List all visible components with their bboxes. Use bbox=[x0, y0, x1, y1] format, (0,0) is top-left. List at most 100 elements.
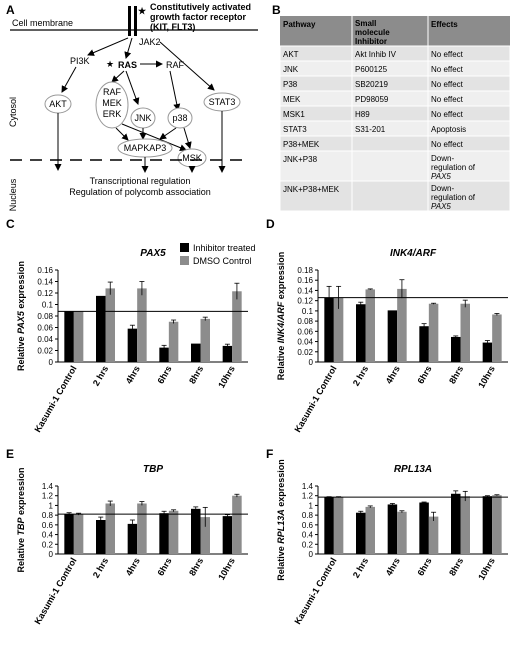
bar-dmso bbox=[73, 311, 84, 362]
legend: Inhibitor treated DMSO Control bbox=[180, 243, 256, 266]
p38-label: p38 bbox=[172, 113, 187, 123]
table-cell-inhibitor: Akt Inhib IV bbox=[355, 50, 397, 59]
bar-dmso bbox=[105, 288, 115, 362]
bar-dmso bbox=[200, 517, 210, 554]
y-tick-label: 0.16 bbox=[37, 266, 53, 275]
bar-inhibitor bbox=[387, 504, 398, 554]
x-tick-label: 2 hrs bbox=[351, 556, 370, 580]
y-tick-label: 0.1 bbox=[42, 301, 54, 310]
x-tick-label: 10hrs bbox=[476, 556, 497, 582]
table-cell-pathway: MEK bbox=[283, 95, 301, 104]
y-axis-label-part: TBP bbox=[16, 517, 26, 536]
bar-dmso bbox=[137, 503, 147, 554]
x-tick-label: 2 hrs bbox=[91, 364, 110, 388]
bar-dmso bbox=[333, 497, 344, 554]
table-cell-effects: No effect bbox=[431, 140, 464, 149]
raf-label: RAF bbox=[103, 87, 122, 97]
table-row: STAT3 S31-201 Apoptosis bbox=[279, 120, 511, 137]
bar-inhibitor bbox=[482, 496, 493, 554]
table-cell-inhibitor: PD98059 bbox=[355, 95, 389, 104]
bar-inhibitor bbox=[64, 311, 74, 362]
bar-inhibitor bbox=[191, 508, 201, 554]
arrow-raf-p38 bbox=[169, 70, 181, 111]
legend-swatch-dmso bbox=[180, 256, 189, 265]
y-tick-label: 0.06 bbox=[297, 327, 313, 336]
raf-mek-erk-node bbox=[95, 81, 129, 129]
y-tick-label: 0.8 bbox=[42, 511, 54, 520]
x-tick-label: 6hrs bbox=[415, 364, 433, 385]
table-cell-effects: No effect bbox=[431, 95, 464, 104]
arrow-receptor-pi3k bbox=[87, 37, 129, 56]
bar-dmso bbox=[232, 291, 242, 362]
y-axis-label-part: Relative bbox=[276, 343, 286, 380]
x-tick-label: 6hrs bbox=[155, 556, 173, 577]
x-tick-label: Kasumi-1 Control bbox=[32, 364, 78, 434]
stat3-label: STAT3 bbox=[209, 97, 236, 107]
msk-label: MSK bbox=[182, 153, 202, 163]
bar-dmso bbox=[232, 495, 242, 554]
x-tick-label: 6hrs bbox=[415, 556, 433, 577]
table-cell-pathway: P38+MEK bbox=[283, 140, 320, 149]
bar-inhibitor bbox=[451, 336, 461, 362]
receptor-label-2: growth factor receptor bbox=[150, 12, 247, 22]
table-header-inhibitor-1: Small bbox=[355, 19, 376, 28]
receptor-label-1: Constitutively activated bbox=[150, 2, 251, 12]
p38-node bbox=[167, 107, 193, 129]
arrow-p38-mapkap3 bbox=[159, 127, 177, 140]
table-cell-pathway: MSK1 bbox=[283, 110, 305, 119]
panel-label-c: C bbox=[6, 217, 15, 231]
legend-swatch-inhibitor bbox=[180, 243, 189, 252]
table-cell-effects: Apoptosis bbox=[431, 125, 466, 134]
bar-dmso bbox=[397, 511, 407, 554]
table-cell-effects-3: PAX5 bbox=[431, 202, 451, 211]
receptor-right-bar bbox=[134, 6, 137, 36]
table-cell-effects-3: PAX5 bbox=[431, 172, 451, 181]
bar-dmso bbox=[73, 514, 84, 554]
table-row: AKT Akt Inhib IV No effect bbox=[279, 45, 511, 62]
table-cell-effects-2: regulation of bbox=[431, 193, 476, 202]
table-row-bg bbox=[279, 105, 511, 122]
y-tick-label: 0.18 bbox=[297, 266, 313, 275]
table-row: P38 SB20219 No effect bbox=[279, 75, 511, 92]
bar-dmso bbox=[492, 495, 502, 554]
panel-label-e: E bbox=[6, 447, 14, 461]
x-tick-label: 2 hrs bbox=[351, 364, 370, 388]
panel-label-f: F bbox=[266, 447, 273, 461]
y-tick-label: 0.2 bbox=[302, 540, 314, 549]
x-tick-label: 8hrs bbox=[447, 556, 465, 577]
y-tick-label: 0.08 bbox=[297, 317, 313, 326]
arrow-jak2-stat3 bbox=[159, 41, 215, 91]
y-axis-label-part: RPL13A bbox=[276, 509, 286, 544]
table-cell-effects: No effect bbox=[431, 110, 464, 119]
bar-dmso bbox=[137, 288, 147, 362]
bar-dmso bbox=[168, 510, 179, 554]
table-row: JNK P600125 No effect bbox=[279, 60, 511, 77]
y-tick-label: 0.14 bbox=[37, 278, 53, 287]
y-tick-label: 0.06 bbox=[37, 324, 53, 333]
table-cell-effects-2: regulation of bbox=[431, 163, 476, 172]
table-cell-effects-1: Down- bbox=[431, 184, 454, 193]
x-tick-label: 10hrs bbox=[216, 556, 237, 582]
bar-inhibitor bbox=[222, 516, 233, 554]
y-axis-label-part: expression bbox=[16, 261, 26, 311]
table-row-bg bbox=[279, 75, 511, 92]
x-tick-label: Kasumi-1 Control bbox=[292, 556, 338, 626]
bar-inhibitor bbox=[159, 513, 169, 554]
y-tick-label: 0 bbox=[309, 358, 314, 367]
table-row: P38+MEK No effect bbox=[279, 135, 511, 152]
x-tick-label: Kasumi-1 Control bbox=[32, 556, 78, 626]
table-cell-inhibitor: H89 bbox=[355, 110, 370, 119]
table-cell-inhibitor: SB20219 bbox=[355, 80, 388, 89]
y-tick-label: 0.6 bbox=[302, 521, 314, 530]
y-axis-label-part: INK4/ARF bbox=[276, 301, 286, 343]
panel-f-rpl13a-chart: F RPL13A 00.20.40.60.811.21.4 Relative RPL… bbox=[266, 447, 508, 626]
jnk-label: JNK bbox=[134, 113, 151, 123]
y-axis-label-part: Relative bbox=[16, 536, 26, 573]
bar-inhibitor bbox=[324, 297, 334, 362]
panel-a-diagram: A Cell membrane ★ Constitutively activat… bbox=[6, 2, 258, 211]
y-axis-label-part: expression bbox=[276, 252, 286, 302]
bar-dmso bbox=[428, 303, 439, 362]
table-cell-pathway: P38 bbox=[283, 80, 298, 89]
